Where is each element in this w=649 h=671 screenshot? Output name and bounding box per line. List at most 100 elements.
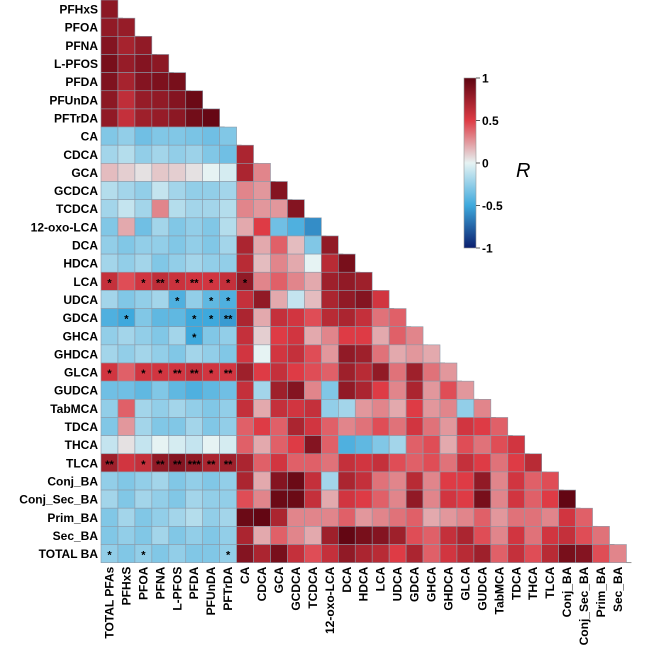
heatmap-cell — [473, 489, 492, 509]
heatmap-cell — [558, 507, 576, 527]
heatmap-cell — [270, 290, 288, 309]
heatmap-cell — [236, 471, 254, 491]
significance-mark: ** — [105, 459, 114, 471]
heatmap-cell — [354, 362, 373, 382]
heatmap-cell — [253, 271, 271, 291]
heatmap-cell — [354, 308, 373, 327]
heatmap-cell — [185, 290, 204, 309]
heatmap-cell — [219, 526, 237, 545]
heatmap-cell — [100, 253, 119, 273]
significance-mark: * — [192, 314, 197, 326]
row-label: THCA — [65, 438, 99, 452]
heatmap-cell — [100, 163, 119, 182]
heatmap-cell — [117, 544, 136, 563]
heatmap-cell — [236, 398, 254, 418]
heatmap-cell — [117, 126, 136, 146]
heatmap-cell — [117, 271, 136, 291]
heatmap-cell — [253, 308, 271, 327]
heatmap-cell — [439, 489, 458, 509]
heatmap-cell — [253, 417, 271, 436]
heatmap-cell — [287, 235, 305, 255]
heatmap-cell — [388, 398, 407, 418]
heatmap-cell — [558, 526, 576, 545]
heatmap-cell — [202, 253, 220, 273]
row-label: DCA — [72, 239, 98, 253]
heatmap-cell — [168, 181, 187, 200]
heatmap-cell — [185, 126, 204, 146]
heatmap-cell — [168, 507, 187, 527]
row-label: GHCA — [63, 329, 99, 343]
heatmap-cell — [100, 380, 119, 400]
heatmap-cell — [219, 344, 237, 364]
colorbar-tick-label: 0 — [482, 157, 489, 171]
heatmap-cell — [287, 526, 305, 545]
heatmap-cell — [354, 471, 373, 491]
heatmap-cell — [354, 290, 373, 309]
heatmap-cell — [253, 435, 271, 455]
heatmap-cell — [321, 290, 339, 309]
heatmap-cell — [270, 271, 288, 291]
heatmap-cell — [236, 199, 254, 219]
heatmap-cell — [100, 489, 119, 509]
heatmap-cell — [287, 507, 305, 527]
column-label: CA — [238, 566, 252, 584]
heatmap-cell — [202, 326, 220, 346]
heatmap-cell — [321, 326, 339, 346]
row-label: GCA — [71, 166, 98, 180]
heatmap-cell — [117, 507, 136, 527]
heatmap-cell — [100, 90, 119, 110]
heatmap-cell — [236, 362, 254, 382]
column-label: THCA — [526, 566, 540, 600]
heatmap-cell — [100, 290, 119, 309]
heatmap-cell — [253, 181, 271, 200]
heatmap-cell — [304, 235, 322, 255]
heatmap-cell — [185, 199, 204, 219]
heatmap-cell — [558, 489, 576, 509]
heatmap-cell — [592, 526, 610, 545]
heatmap-cell — [253, 235, 271, 255]
heatmap-cell — [321, 453, 339, 473]
heatmap-cell — [321, 253, 339, 273]
heatmap-cell — [287, 217, 305, 237]
row-label: GHDCA — [54, 347, 98, 361]
heatmap-cell — [592, 544, 610, 563]
heatmap-cell — [168, 344, 187, 364]
heatmap-cell — [321, 235, 339, 255]
significance-mark: ** — [173, 459, 182, 471]
heatmap-cell — [185, 435, 204, 455]
heatmap-cell — [100, 526, 119, 545]
heatmap-cell — [253, 344, 271, 364]
heatmap-cell — [117, 326, 136, 346]
heatmap-cell — [354, 526, 373, 545]
heatmap-cell — [100, 398, 119, 418]
heatmap-cell — [185, 235, 204, 255]
heatmap-cell — [405, 380, 424, 400]
heatmap-cell — [490, 507, 509, 527]
heatmap-cell — [371, 471, 390, 491]
colorbar-title: R — [516, 160, 530, 182]
heatmap-cell — [388, 326, 407, 346]
heatmap-cell — [117, 72, 136, 92]
heatmap-cell — [456, 398, 475, 418]
heatmap-cell — [321, 362, 339, 382]
row-label: HDCA — [63, 257, 98, 271]
heatmap-cell — [185, 344, 204, 364]
column-label: GUDCA — [475, 566, 489, 610]
significance-mark: ** — [156, 277, 165, 289]
heatmap-cell — [304, 380, 322, 400]
row-label: TDCA — [65, 420, 99, 434]
heatmap-cell — [236, 163, 254, 182]
heatmap-cell — [337, 253, 356, 273]
significance-mark: * — [243, 277, 248, 289]
heatmap-cell — [490, 471, 509, 491]
heatmap-cell — [371, 326, 390, 346]
heatmap-cell — [287, 471, 305, 491]
significance-mark: * — [141, 459, 146, 471]
row-label: TabMCA — [50, 402, 98, 416]
heatmap-cell — [439, 380, 458, 400]
heatmap-cell — [337, 362, 356, 382]
heatmap-cell — [337, 344, 356, 364]
heatmap-cell — [117, 417, 136, 436]
row-label: PFNA — [65, 39, 98, 53]
heatmap-cell — [287, 253, 305, 273]
